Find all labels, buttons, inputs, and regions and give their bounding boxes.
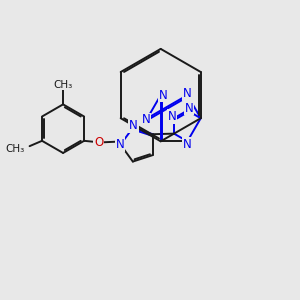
Text: N: N (182, 138, 191, 151)
Text: O: O (94, 136, 104, 149)
Text: N: N (159, 88, 168, 102)
Text: CH₃: CH₃ (6, 144, 25, 154)
Text: N: N (129, 119, 138, 133)
Text: N: N (183, 87, 192, 100)
Text: N: N (116, 138, 124, 151)
Text: N: N (142, 113, 151, 127)
Text: N: N (185, 102, 194, 115)
Text: N: N (168, 110, 177, 123)
Text: CH₃: CH₃ (53, 80, 73, 89)
